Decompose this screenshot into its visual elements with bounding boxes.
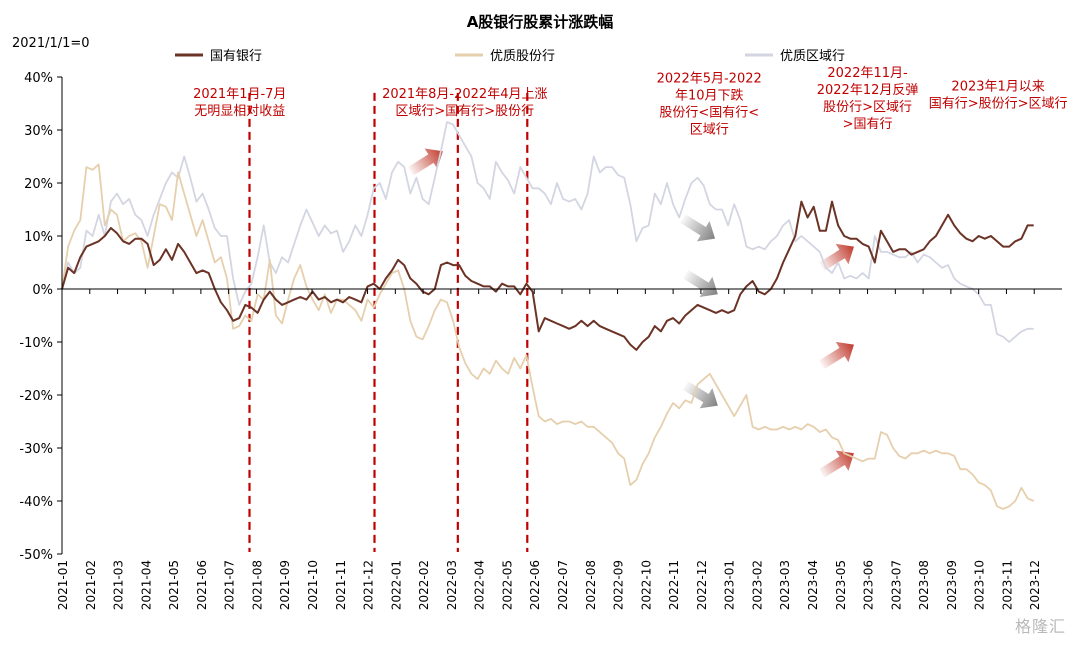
annotation-text: 2022年5月-2022 (657, 71, 762, 86)
annotation-text: 区域行 (690, 122, 729, 137)
chart-subtitle: 2021/1/1=0 (12, 36, 90, 51)
annotations: 2021年1月-7月无明显相对收益2021年8月-2022年4月上涨区域行>国有… (193, 66, 1067, 137)
down-arrow-icon (682, 381, 718, 409)
x-tick-label: 2022-07 (556, 560, 570, 610)
series-line-1 (61, 200, 1034, 351)
up-arrow-icon (407, 148, 443, 176)
x-tick-label: 2022-10 (639, 560, 653, 610)
x-tick-label: 2023-03 (778, 560, 792, 610)
x-tick-label: 2022-04 (473, 560, 487, 610)
annotation-text: 2023年1月以来 (951, 79, 1044, 94)
x-tick-label: 2021-10 (306, 560, 320, 610)
y-tick-label: -20% (19, 389, 53, 404)
x-tick-label: 2023-07 (889, 560, 903, 610)
x-tick-label: 2022-11 (667, 560, 681, 610)
y-tick-label: -30% (19, 442, 53, 457)
x-tick-label: 2023-09 (945, 560, 959, 610)
annotation-text: 2022年12月反弹 (817, 83, 919, 98)
x-tick-label: 2022-03 (445, 560, 459, 610)
y-tick-label: 0% (32, 283, 53, 298)
x-tick-label: 2023-10 (973, 560, 987, 610)
x-tick-label: 2023-12 (1028, 560, 1042, 610)
y-tick-label: 30% (24, 124, 53, 139)
x-tick-label: 2022-12 (695, 560, 709, 610)
legend-label: 优质股份行 (490, 49, 555, 64)
down-arrow-icon (682, 269, 718, 298)
axes: 40%30%20%10%0%-10%-20%-30%-40%-50%2021-0… (19, 71, 1062, 610)
x-tick-label: 2021-04 (139, 560, 153, 610)
chart-title: A股银行股累计涨跌幅 (467, 13, 614, 31)
down-arrow-icon (680, 214, 716, 242)
annotation-text: 2022年11月- (827, 66, 908, 81)
watermark: 格隆汇 (1014, 617, 1066, 636)
legend-label: 优质区域行 (780, 49, 845, 64)
x-tick-label: 2022-02 (417, 560, 431, 610)
up-arrow-icon (819, 243, 854, 271)
y-tick-label: 20% (24, 177, 53, 192)
x-tick-label: 2022-06 (528, 560, 542, 610)
x-tick-label: 2023-08 (917, 560, 931, 610)
series-group (61, 121, 1035, 510)
annotation-text: 年10月下跌 (675, 87, 744, 103)
up-arrow-icon (819, 450, 854, 478)
x-tick-label: 2021-01 (56, 560, 70, 610)
series-line-3 (61, 121, 1034, 343)
x-tick-label: 2022-09 (612, 560, 626, 610)
y-tick-label: 40% (24, 71, 53, 86)
x-tick-label: 2023-11 (1000, 560, 1014, 610)
x-tick-label: 2021-03 (112, 560, 126, 610)
x-tick-label: 2023-06 (862, 560, 876, 610)
x-tick-label: 2021-09 (278, 560, 292, 610)
annotation-text: 2021年1月-7月 (193, 87, 286, 102)
x-tick-label: 2021-05 (167, 560, 181, 610)
annotation-text: 无明显相对收益 (194, 104, 285, 119)
x-tick-label: 2023-02 (750, 560, 764, 610)
annotation-text: 区域行>国有行>股份行 (395, 104, 534, 119)
annotation-text: 股份行<国有行< (659, 105, 759, 120)
x-tick-label: 2021-11 (334, 560, 348, 610)
annotation-text: 2021年8月-2022年4月上涨 (382, 87, 547, 102)
x-tick-label: 2023-05 (834, 560, 848, 610)
x-tick-label: 2021-08 (250, 560, 264, 610)
y-tick-label: -10% (19, 336, 53, 351)
x-tick-label: 2022-05 (500, 560, 514, 610)
x-tick-label: 2021-02 (84, 560, 98, 610)
x-tick-label: 2022-01 (389, 560, 403, 610)
x-tick-label: 2021-12 (362, 560, 376, 610)
annotation-text: >国有行 (843, 117, 893, 132)
legend: 国有银行 优质股份行 优质区域行 (175, 49, 845, 64)
legend-label: 国有银行 (210, 49, 262, 64)
y-tick-label: -50% (19, 548, 53, 563)
x-tick-label: 2021-06 (195, 560, 209, 610)
annotation-text: 股份行>区域行 (823, 100, 912, 115)
trend-arrows (407, 148, 854, 478)
annotation-text: 国有行>股份行>区域行 (929, 96, 1068, 111)
x-tick-label: 2022-08 (584, 560, 598, 610)
x-tick-label: 2023-04 (806, 560, 820, 610)
x-tick-label: 2021-07 (223, 560, 237, 610)
x-tick-label: 2023-01 (723, 560, 737, 610)
y-tick-label: 10% (24, 230, 53, 245)
up-arrow-icon (819, 341, 854, 370)
series-line-2 (61, 163, 1035, 510)
y-tick-label: -40% (19, 495, 53, 510)
period-dividers (248, 92, 529, 552)
